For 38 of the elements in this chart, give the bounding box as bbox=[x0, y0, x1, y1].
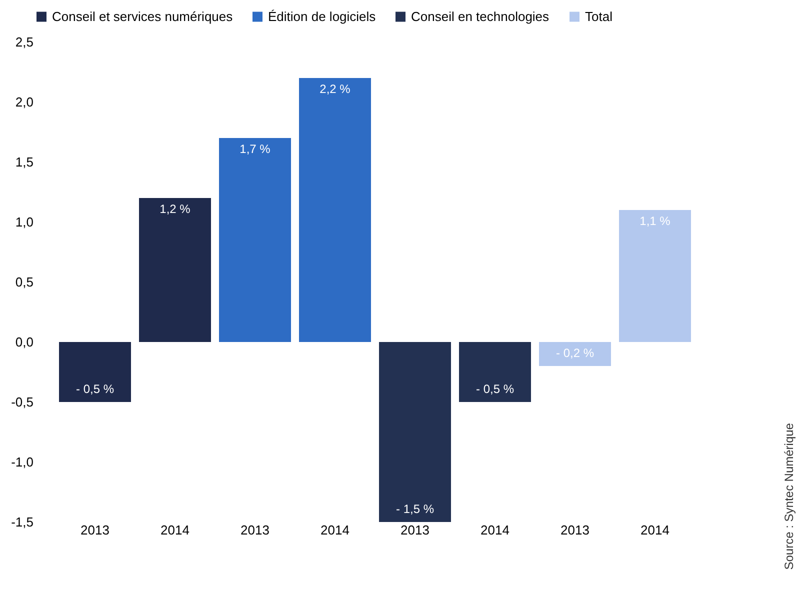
x-tick-label: 2014 bbox=[480, 522, 510, 538]
bar bbox=[539, 342, 611, 366]
y-tick-label: 1,5 bbox=[15, 154, 34, 170]
legend-label: Conseil en technologies bbox=[411, 8, 550, 24]
y-tick-label: -0,5 bbox=[11, 394, 34, 410]
x-tick-label: 2013 bbox=[400, 522, 430, 538]
data-label: - 1,5 % bbox=[396, 502, 434, 516]
x-tick-label: 2013 bbox=[240, 522, 270, 538]
y-tick-label: 0,0 bbox=[15, 334, 34, 350]
data-label: 2,2 % bbox=[320, 82, 351, 96]
data-label: 1,7 % bbox=[240, 142, 271, 156]
legend-label: Total bbox=[585, 8, 613, 24]
y-tick-label: -1,0 bbox=[11, 454, 34, 470]
bar bbox=[59, 342, 131, 402]
y-tick-label: 2,0 bbox=[15, 94, 34, 110]
bar bbox=[219, 138, 291, 342]
bar bbox=[619, 210, 691, 342]
y-tick-label: 0,5 bbox=[15, 274, 34, 290]
data-label: 1,2 % bbox=[160, 202, 191, 216]
bar bbox=[299, 78, 371, 342]
data-label: - 0,5 % bbox=[476, 382, 514, 396]
data-label: - 0,2 % bbox=[556, 346, 594, 360]
bar bbox=[139, 198, 211, 342]
x-tick-label: 2013 bbox=[560, 522, 590, 538]
x-tick-label: 2014 bbox=[160, 522, 190, 538]
x-tick-label: 2013 bbox=[80, 522, 110, 538]
y-tick-label: 2,5 bbox=[15, 34, 34, 50]
source-note: Source : Syntec Numérique bbox=[782, 423, 796, 570]
x-tick-label: 2014 bbox=[640, 522, 670, 538]
data-label: 1,1 % bbox=[640, 214, 671, 228]
data-label: - 0,5 % bbox=[76, 382, 114, 396]
legend-label: Conseil et services numériques bbox=[52, 8, 234, 24]
bar bbox=[379, 342, 451, 522]
y-tick-label: 1,0 bbox=[15, 214, 34, 230]
bar bbox=[459, 342, 531, 402]
y-tick-label: -1,5 bbox=[11, 514, 34, 530]
legend-label: Édition de logiciels bbox=[268, 8, 376, 24]
x-tick-label: 2014 bbox=[320, 522, 350, 538]
